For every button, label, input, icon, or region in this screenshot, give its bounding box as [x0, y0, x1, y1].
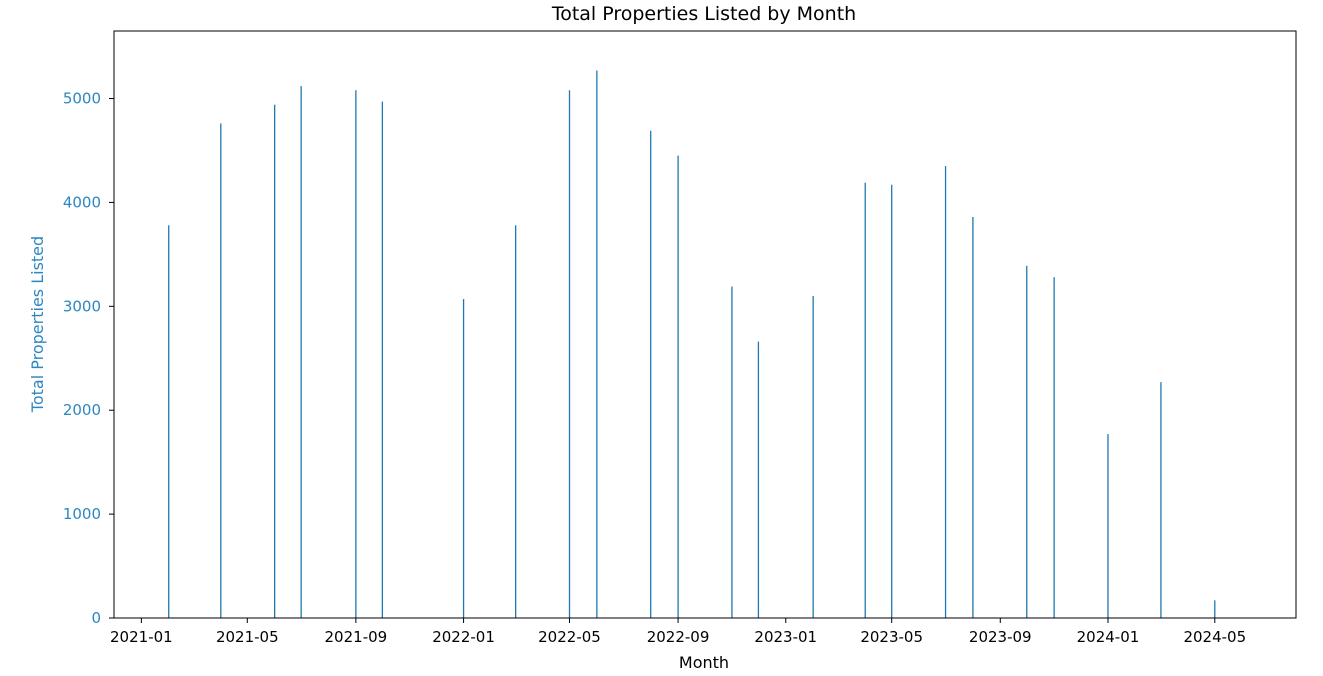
x-tick-label: 2024-05 — [1183, 628, 1246, 646]
x-tick-label: 2022-01 — [432, 628, 495, 646]
bars-layer — [168, 70, 1216, 619]
x-tick-label: 2022-09 — [647, 628, 710, 646]
bar-2023-08 — [972, 216, 974, 618]
bar-2023-10 — [1026, 265, 1028, 618]
x-axis-ticks: 2021-01 2021-05 2021-09 2022-01 2022-05 2022-… — [110, 618, 1246, 646]
x-tick-label: 2023-01 — [754, 628, 817, 646]
x-tick-label: 2022-05 — [538, 628, 601, 646]
bar-2022-06 — [596, 70, 598, 619]
bar-2023-11 — [1053, 277, 1055, 618]
y-tick-label: 0 — [91, 609, 101, 627]
bar-2024-05 — [1214, 600, 1216, 618]
bar-2022-09 — [677, 155, 679, 619]
x-tick-label: 2021-05 — [216, 628, 279, 646]
bar-2022-08 — [650, 130, 652, 619]
y-tick-label: 5000 — [63, 90, 101, 108]
y-tick-label: 4000 — [63, 193, 101, 211]
x-tick-label: 2021-01 — [110, 628, 173, 646]
bar-2024-01 — [1107, 434, 1109, 618]
y-tick-label: 3000 — [63, 297, 101, 315]
y-tick-label: 1000 — [63, 505, 101, 523]
y-tick-label: 2000 — [63, 401, 101, 419]
bar-2021-07 — [300, 86, 302, 618]
chart-title: Total Properties Listed by Month — [551, 3, 856, 25]
bar-2023-05 — [891, 184, 893, 618]
bar-2022-12 — [757, 341, 760, 618]
bar-2022-05 — [568, 90, 571, 619]
x-tick-label: 2023-09 — [969, 628, 1032, 646]
bar-2024-03 — [1160, 382, 1162, 618]
bar-2022-03 — [515, 225, 517, 618]
x-tick-label: 2023-05 — [860, 628, 923, 646]
bar-2023-02 — [812, 295, 814, 618]
bar-2021-06 — [274, 104, 276, 618]
bar-2021-09 — [355, 90, 357, 619]
bar-2023-04 — [864, 182, 866, 618]
plot-frame — [113, 30, 1297, 619]
y-axis-ticks: 0 1000 2000 3000 4000 5000 — [63, 90, 114, 627]
bar-2022-01 — [462, 299, 465, 618]
bar-2021-10 — [381, 101, 384, 618]
bar-2021-04 — [220, 123, 222, 618]
x-axis-label: Month — [679, 653, 729, 672]
x-tick-label: 2024-01 — [1077, 628, 1140, 646]
bar-2021-02 — [168, 225, 170, 618]
bar-2022-11 — [731, 286, 733, 618]
bar-2023-07 — [944, 166, 947, 618]
y-axis-label: Total Properties Listed — [28, 236, 47, 413]
x-tick-label: 2021-09 — [325, 628, 388, 646]
